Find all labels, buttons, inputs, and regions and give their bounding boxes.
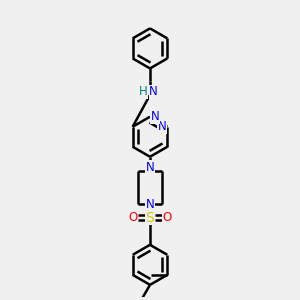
Text: O: O <box>163 211 172 224</box>
Text: N: N <box>146 198 154 211</box>
Text: S: S <box>146 211 154 225</box>
Text: N: N <box>151 110 160 123</box>
Text: O: O <box>128 211 137 224</box>
Text: N: N <box>146 160 154 174</box>
Text: H: H <box>139 85 148 98</box>
Text: N: N <box>158 120 167 133</box>
Text: N: N <box>149 85 158 98</box>
